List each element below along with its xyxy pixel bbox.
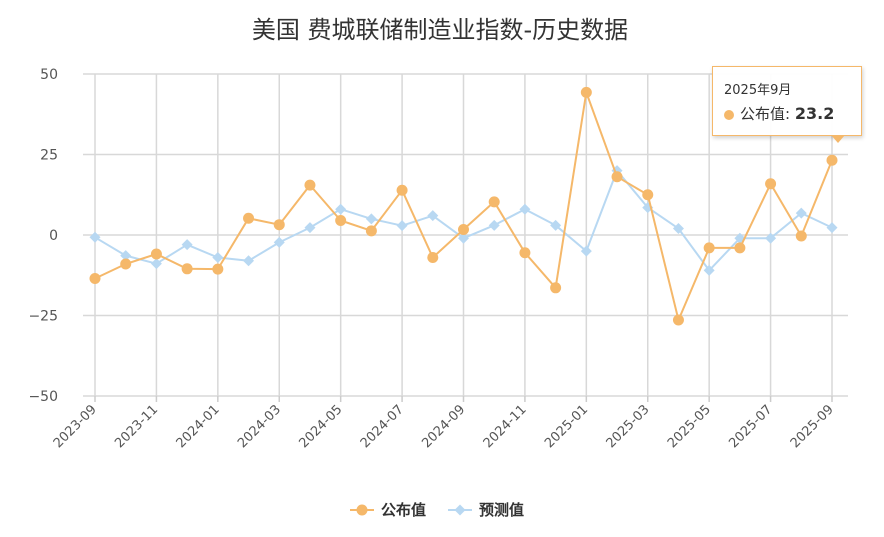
series-layer: [89, 86, 838, 326]
x-tick-label: 2025-03: [604, 402, 653, 451]
x-tick-label: 2025-09: [788, 402, 837, 451]
legend-diamond-icon: [454, 504, 466, 516]
actual-point[interactable]: [642, 189, 654, 201]
actual-point[interactable]: [703, 242, 715, 254]
forecast-point[interactable]: [795, 207, 807, 219]
x-tick-label: 2025-01: [542, 402, 591, 451]
forecast-point[interactable]: [826, 222, 838, 234]
actual-point[interactable]: [304, 179, 316, 191]
tooltip-date: 2025年9月: [724, 83, 792, 98]
x-tick-label: 2024-07: [358, 402, 407, 451]
actual-point[interactable]: [580, 86, 592, 98]
actual-point[interactable]: [150, 248, 162, 260]
x-tick-label: 2023-11: [112, 402, 161, 451]
actual-point[interactable]: [212, 263, 224, 275]
actual-point[interactable]: [120, 258, 132, 270]
actual-point[interactable]: [611, 171, 623, 183]
x-tick-label: 2024-09: [419, 402, 468, 451]
forecast-point[interactable]: [89, 231, 101, 243]
actual-point[interactable]: [458, 224, 469, 236]
forecast-point[interactable]: [243, 255, 255, 267]
forecast-point[interactable]: [120, 250, 132, 262]
forecast-point[interactable]: [580, 245, 592, 257]
forecast-point[interactable]: [427, 210, 439, 222]
forecast-point[interactable]: [365, 213, 377, 225]
x-tick-label: 2024-05: [296, 402, 345, 451]
actual-point[interactable]: [734, 242, 746, 254]
chart-title: 美国 费城联储制造业指数-历史数据: [252, 16, 628, 44]
y-tick-label: 0: [49, 228, 58, 244]
actual-point[interactable]: [396, 184, 408, 196]
forecast-point[interactable]: [672, 223, 684, 235]
actual-point[interactable]: [519, 247, 531, 259]
x-tick-label: 2023-09: [51, 402, 100, 451]
forecast-point[interactable]: [703, 264, 715, 276]
y-tick-label: −50: [28, 389, 58, 405]
actual-point[interactable]: [273, 219, 285, 231]
actual-point[interactable]: [795, 230, 807, 242]
forecast-point[interactable]: [304, 222, 316, 234]
forecast-point[interactable]: [458, 232, 469, 244]
legend-label: 公布值: [381, 501, 426, 519]
actual-point[interactable]: [765, 178, 777, 190]
tooltip-series-label: 公布值:: [740, 105, 791, 123]
tooltip-row: 公布值: 23.2: [724, 103, 834, 124]
actual-point[interactable]: [335, 215, 347, 227]
forecast-point[interactable]: [488, 219, 500, 231]
tooltip-value: 23.2: [794, 104, 835, 123]
y-tick-label: 25: [40, 148, 58, 164]
y-tick-label: 50: [40, 67, 58, 83]
tooltip-series-dot-icon: [724, 109, 734, 120]
actual-point[interactable]: [243, 212, 255, 224]
tooltip-pointer: [831, 135, 845, 143]
legend-label: 预测值: [479, 501, 524, 519]
legend-item-actual[interactable]: 公布值: [350, 501, 426, 519]
x-tick-label: 2025-05: [665, 402, 714, 451]
forecast-point[interactable]: [519, 203, 531, 215]
legend-circle-icon: [356, 504, 368, 516]
y-tick-label: −25: [28, 309, 58, 325]
forecast-point[interactable]: [181, 239, 193, 251]
forecast-point[interactable]: [550, 219, 562, 231]
legend-item-forecast[interactable]: 预测值: [448, 501, 524, 519]
actual-point[interactable]: [427, 252, 439, 264]
actual-point[interactable]: [89, 272, 101, 284]
actual-point[interactable]: [550, 282, 562, 294]
x-tick-label: 2025-07: [726, 402, 775, 451]
forecast-point[interactable]: [273, 236, 285, 248]
forecast-point[interactable]: [212, 252, 224, 264]
actual-point[interactable]: [181, 263, 193, 275]
actual-point[interactable]: [672, 314, 684, 326]
forecast-point[interactable]: [396, 220, 408, 232]
actual-point[interactable]: [365, 225, 377, 237]
x-tick-label: 2024-03: [235, 402, 284, 451]
forecast-point[interactable]: [765, 232, 777, 244]
legend[interactable]: 公布值 预测值: [350, 501, 524, 519]
tooltip: 2025年9月 公布值: 23.2: [712, 66, 862, 136]
forecast-point[interactable]: [335, 203, 347, 215]
forecast-point[interactable]: [150, 258, 162, 270]
x-tick-label: 2024-11: [481, 402, 530, 451]
actual-point[interactable]: [826, 154, 838, 166]
x-tick-label: 2024-01: [174, 402, 223, 451]
actual-point[interactable]: [488, 196, 500, 208]
